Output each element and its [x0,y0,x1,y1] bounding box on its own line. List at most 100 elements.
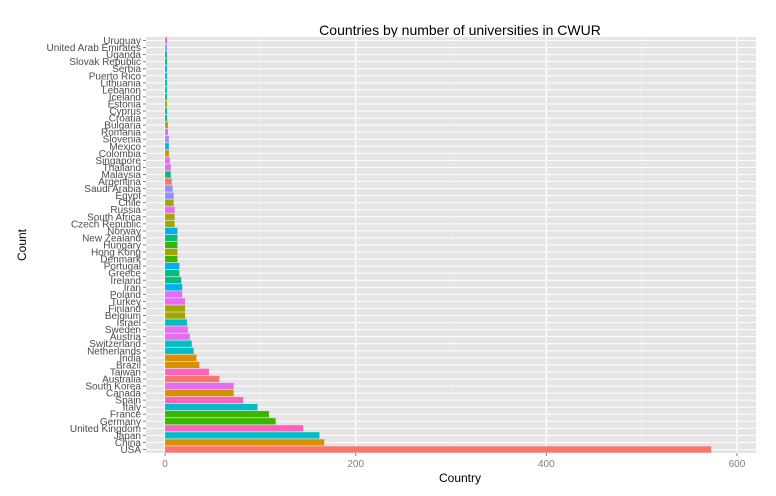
category-label: United Kingdom [70,424,141,435]
bar [165,312,186,319]
x-tick-label: 200 [347,459,364,470]
bar [165,100,167,108]
bar [165,333,190,340]
bar [165,51,167,58]
category-label: Lithuania [100,78,141,89]
category-label: China [115,438,142,449]
category-label: India [119,353,141,364]
bar [165,107,167,115]
category-label: Serbia [112,64,141,75]
x-tick-label: 0 [162,459,168,470]
bar [165,79,167,87]
bar [165,220,175,228]
bar [165,213,175,220]
bar [165,65,167,72]
category-label: Brazil [116,360,141,371]
x-tick-label: 400 [538,459,555,470]
bar [165,58,167,65]
bar [165,157,170,164]
category-label: South Korea [85,382,141,393]
category-label: Saudi Arabia [84,184,141,195]
bar [165,326,188,333]
category-label: Argentina [98,177,141,188]
bar [165,227,178,235]
bar [165,305,186,312]
category-label: Denmark [100,255,142,266]
category-label: Spain [115,396,141,407]
category-label: Iceland [109,92,141,103]
bar [165,382,234,390]
bar [165,277,182,284]
bar [165,199,174,206]
bar [165,291,183,298]
bar [165,319,187,326]
category-label: France [110,410,142,421]
x-axis-title: Country [438,471,482,485]
category-label: South Africa [87,212,141,223]
bar [165,185,173,192]
category-label: Slovak Republic [69,57,141,68]
category-label: Egypt [115,191,141,202]
category-label: Israel [117,318,141,329]
category-label: Russia [110,205,141,216]
category-label: Singapore [95,156,141,167]
bar [165,446,712,453]
bar [165,143,169,150]
bar [165,206,175,213]
category-label: Hong Kong [91,248,141,259]
bar [165,93,167,101]
bar [165,347,194,354]
category-label: Thailand [103,163,141,174]
category-label: Netherlands [87,346,141,357]
bar [165,44,167,51]
category-label: USA [120,445,141,456]
bar [165,425,304,432]
category-label: Taiwan [110,367,141,378]
category-label: Japan [114,431,141,442]
category-label: Iran [124,283,141,294]
category-label: Malaysia [102,170,142,181]
category-label: Uruguay [103,36,141,47]
category-label: Australia [102,374,141,385]
category-label: Colombia [99,149,142,160]
category-label: Ireland [110,276,141,287]
bar [165,72,167,79]
bar [165,361,200,369]
bar [165,340,192,347]
bar [165,241,178,249]
category-label: Hungary [103,241,141,252]
category-label: Turkey [111,297,141,308]
bar [165,439,325,446]
bar [165,262,180,270]
bar [165,234,178,242]
bar [165,418,276,425]
category-label: Estonia [108,99,142,110]
category-label: New Zealand [82,233,141,244]
category-label: Norway [107,226,141,237]
category-label: Greece [108,269,141,280]
bar [165,114,167,122]
x-tick-label: 600 [729,459,746,470]
category-label: Croatia [109,114,142,125]
category-label: Cyprus [109,107,141,118]
bar [165,354,197,361]
bar [165,284,183,291]
category-label: Puerto Rico [89,71,142,82]
bar [165,150,169,157]
category-label: Austria [110,332,142,343]
bar [165,86,167,94]
category-label: Canada [106,389,141,400]
category-label: Slovenia [103,135,142,146]
category-label: Bulgaria [104,121,141,132]
category-label: Sweden [105,325,141,336]
bar [165,270,180,277]
bar [165,136,169,143]
category-label: Belgium [105,311,141,322]
chart-title: Countries by number of universities in C… [319,22,601,38]
category-label: Mexico [109,142,141,153]
category-label: Poland [110,290,141,301]
bar [165,432,320,439]
bar [165,298,186,305]
